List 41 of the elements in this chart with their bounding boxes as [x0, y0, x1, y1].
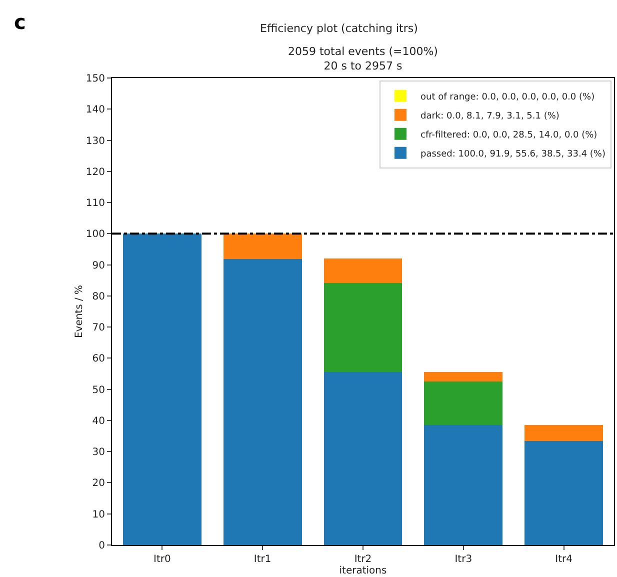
y-tick-label: 130 [86, 136, 105, 147]
y-tick-label: 30 [92, 447, 105, 458]
bar [424, 372, 503, 382]
chart-title: Efficiency plot (catching itrs) [260, 22, 418, 35]
y-tick-label: 150 [86, 74, 105, 84]
chart-subtitle: 2059 total events (=100%) 20 s to 2957 s [288, 45, 438, 72]
y-tick-label: 20 [92, 478, 105, 490]
y-axis-title: Events / % [74, 284, 85, 338]
legend-label: out of range: 0.0, 0.0, 0.0, 0.0, 0.0 (%) [420, 92, 595, 102]
bar [524, 441, 603, 545]
bar [324, 258, 402, 284]
bar [223, 258, 302, 545]
x-tick-label: Itr0 [154, 554, 171, 565]
bar [324, 283, 402, 372]
x-tick-label: Itr2 [354, 554, 372, 565]
y-tick-label: 50 [92, 384, 105, 396]
y-tick-label: 0 [98, 540, 105, 552]
y-tick-label: 90 [92, 260, 105, 272]
legend-label: passed: 100.0, 91.9, 55.6, 38.5, 33.4 (%) [420, 149, 606, 160]
bar [223, 234, 302, 259]
y-tick-label: 70 [92, 322, 105, 334]
bar [123, 234, 202, 545]
y-tick-label: 60 [92, 354, 105, 365]
bar [524, 425, 603, 442]
x-tick-label: Itr1 [254, 554, 272, 565]
bar [324, 372, 402, 545]
text: c [14, 10, 26, 34]
y-tick-label: 10 [92, 509, 105, 520]
x-tick-label: Itr3 [454, 554, 472, 565]
y-tick-label: 40 [92, 416, 105, 427]
y-tick-label: 140 [86, 104, 105, 116]
y-tick-label: 100 [86, 229, 105, 240]
legend-label: cfr-filtered: 0.0, 0.0, 28.5, 14.0, 0.0 (%) [420, 130, 598, 140]
legend-label: dark: 0.0, 8.1, 7.9, 3.1, 5.1 (%) [420, 111, 560, 122]
y-tick-label: 120 [86, 166, 105, 178]
bar [424, 382, 503, 426]
bar [424, 425, 503, 545]
x-axis-title: iterations [339, 566, 387, 576]
x-tick-label: Itr4 [555, 554, 572, 565]
y-tick-label: 110 [86, 198, 105, 210]
y-tick-label: 80 [92, 291, 105, 302]
